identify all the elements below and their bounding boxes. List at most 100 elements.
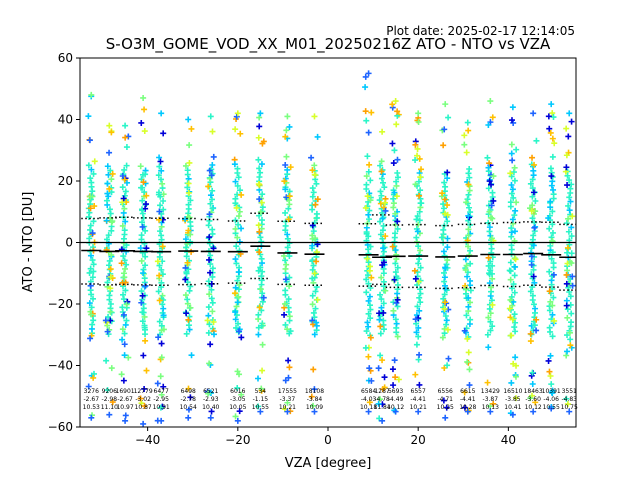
- scatter-point: [365, 280, 372, 287]
- scatter-point: [88, 304, 95, 311]
- scatter-point: [282, 133, 289, 140]
- scatter-point: [120, 377, 127, 384]
- scatter-point: [120, 311, 127, 318]
- scatter-point: [511, 324, 518, 331]
- scatter-point: [159, 180, 166, 187]
- scatter-point: [390, 382, 397, 389]
- scatter-point: [510, 194, 517, 201]
- scatter-point: [441, 291, 448, 298]
- scatter-point: [443, 300, 450, 307]
- bin-stat-mean_txt: -4.06: [543, 396, 559, 403]
- scatter-point: [445, 114, 452, 121]
- scatter-point: [118, 260, 125, 267]
- scatter-point: [235, 174, 242, 181]
- scatter-point: [310, 309, 317, 316]
- scatter-point: [232, 225, 239, 232]
- scatter-point: [141, 385, 148, 392]
- scatter-point: [286, 123, 293, 130]
- scatter-point: [565, 215, 572, 222]
- scatter-point: [564, 244, 571, 251]
- scatter-point: [286, 313, 293, 320]
- scatter-point: [366, 399, 373, 406]
- scatter-point: [462, 282, 469, 289]
- scatter-point: [141, 106, 148, 113]
- scatter-point: [444, 175, 451, 182]
- bin-stat-sd_txt: 10.25: [437, 404, 454, 411]
- scatter-point: [156, 154, 163, 161]
- scatter-point: [393, 299, 400, 306]
- scatter-point: [529, 176, 536, 183]
- scatter-point: [416, 155, 423, 162]
- scatter-point: [233, 113, 240, 120]
- scatter-point: [108, 252, 115, 259]
- bin-stat-sd_txt: 10.55: [543, 404, 560, 411]
- bin-stat-sd_txt: 10.18: [360, 404, 377, 411]
- bin-stat-mean_txt: -3.87: [483, 396, 499, 403]
- scatter-point: [484, 331, 491, 338]
- scatter-point: [281, 178, 288, 185]
- scatter-point: [549, 221, 556, 228]
- scatter-point: [286, 253, 293, 260]
- scatter-point: [143, 192, 150, 199]
- scatter-point: [106, 185, 113, 192]
- bin-stat-count: 6584: [361, 388, 376, 395]
- scatter-point: [547, 352, 554, 359]
- scatter-point: [377, 188, 384, 195]
- scatter-point: [183, 310, 190, 317]
- scatter-point: [490, 197, 497, 204]
- scatter-point: [309, 242, 316, 249]
- scatter-point: [206, 291, 213, 298]
- scatter-point: [285, 357, 292, 364]
- bin-12: [375, 128, 389, 424]
- scatter-point-extreme: [530, 110, 537, 117]
- scatter-point: [208, 196, 215, 203]
- scatter-point: [121, 166, 128, 173]
- scatter-point: [547, 129, 554, 136]
- scatter-point: [465, 212, 472, 219]
- bin-stat-sd_txt: 10.21: [410, 404, 427, 411]
- bin-stat-mean_txt: -4.41: [410, 396, 426, 403]
- scatter-point: [186, 287, 193, 294]
- scatter-point: [106, 257, 113, 264]
- scatter-point: [314, 196, 321, 203]
- scatter-point: [156, 262, 163, 269]
- scatter-point: [103, 236, 110, 243]
- scatter-point: [185, 385, 192, 392]
- scatter-point: [364, 319, 371, 326]
- scatter-point: [138, 299, 145, 306]
- scatter-point: [529, 215, 536, 222]
- scatter-point: [488, 284, 495, 291]
- scatter-point: [488, 202, 495, 209]
- scatter-point: [158, 322, 165, 329]
- scatter-point: [362, 84, 369, 91]
- x-tick-label: 0: [324, 433, 332, 447]
- scatter-point: [282, 209, 289, 216]
- scatter-point: [392, 246, 399, 253]
- scatter-point: [120, 291, 127, 298]
- scatter-point: [282, 257, 289, 264]
- scatter-point: [439, 190, 446, 197]
- bin-14: [411, 110, 425, 415]
- scatter-point: [563, 125, 570, 132]
- bin-stat-sd_txt: 10.28: [459, 404, 476, 411]
- scatter-point: [89, 274, 96, 281]
- bin-stat-count: 9206: [102, 388, 117, 395]
- scatter-point: [186, 159, 193, 166]
- scatter-point: [183, 269, 190, 276]
- scatter-point: [258, 385, 265, 392]
- scatter-point: [85, 383, 92, 390]
- bin-stat-sd_txt: 10.09: [306, 404, 323, 411]
- scatter-point: [185, 316, 192, 323]
- bin-stat-count: 6498: [181, 388, 196, 395]
- scatter-point-extreme: [487, 98, 494, 105]
- scatter-point: [379, 215, 386, 222]
- scatter-point: [462, 266, 469, 273]
- scatter-point: [283, 127, 290, 134]
- bin-stat-mean_txt: -3.84: [307, 396, 323, 403]
- scatter-point: [159, 301, 166, 308]
- bin-stat-sd_txt: 10.97: [116, 404, 133, 411]
- scatter-point: [417, 187, 424, 194]
- scatter-point: [413, 312, 420, 319]
- bin-stat-sd_txt: 11.10: [101, 404, 118, 411]
- scatter-point: [444, 235, 451, 242]
